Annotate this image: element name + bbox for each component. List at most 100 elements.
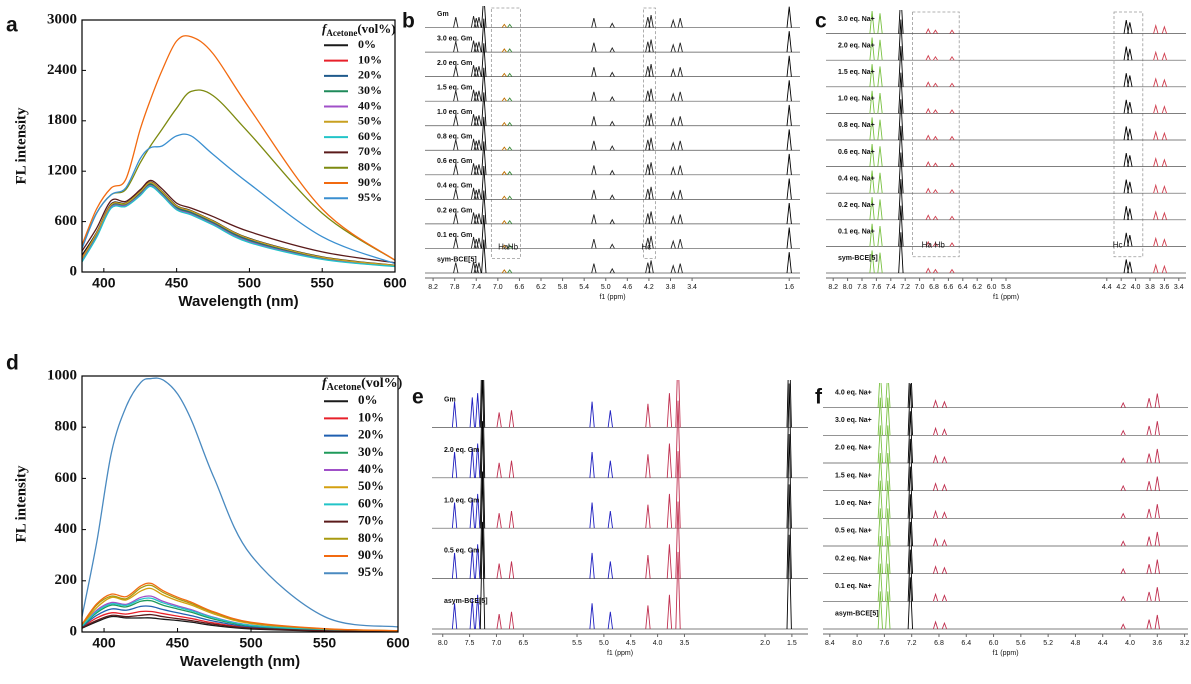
nmr-chart: b Gm 3.0 eq. Gm 2.0 eq. Gm 1.5 eq. Gm 1.0 eq.… bbox=[402, 6, 800, 301]
x-tick-label: 6.4 bbox=[961, 640, 971, 647]
peak bbox=[869, 37, 875, 61]
peak bbox=[453, 41, 459, 53]
peak bbox=[1154, 587, 1160, 602]
peak bbox=[501, 146, 507, 151]
peak bbox=[481, 165, 487, 200]
legend-label: 80% bbox=[358, 530, 384, 545]
peak bbox=[1146, 619, 1152, 630]
peak bbox=[609, 22, 615, 28]
row-label: Gm bbox=[437, 11, 449, 18]
peak bbox=[666, 493, 673, 529]
peak bbox=[1153, 263, 1159, 274]
row-label: 0.1 eq. Na+ bbox=[835, 583, 872, 590]
legend-title-subscript: Acetone bbox=[327, 382, 362, 393]
peak bbox=[1161, 78, 1168, 87]
series-line bbox=[82, 582, 398, 632]
row-label: 1.0 eq. Na+ bbox=[835, 500, 872, 507]
peak bbox=[609, 120, 615, 126]
peak bbox=[885, 480, 891, 519]
peak bbox=[476, 188, 482, 200]
peak bbox=[1123, 152, 1129, 167]
row-label: 0.1 eq. Gm bbox=[437, 232, 472, 239]
peak bbox=[1127, 181, 1133, 194]
peak bbox=[677, 263, 683, 274]
highlight-box bbox=[490, 7, 521, 259]
x-tick-label: 1.6 bbox=[784, 284, 794, 291]
row-label: 3.0 eq. Gm bbox=[437, 35, 472, 42]
legend-title-symbol: f bbox=[322, 376, 328, 391]
legend-label: 90% bbox=[358, 175, 382, 189]
x-axis-label: Wavelength (nm) bbox=[180, 653, 300, 670]
peak bbox=[869, 90, 875, 114]
peak bbox=[1127, 235, 1133, 247]
peak bbox=[786, 104, 792, 126]
peak bbox=[1146, 398, 1152, 408]
row-label: 0.6 eq. Gm bbox=[437, 158, 472, 165]
peak bbox=[941, 594, 948, 602]
peak bbox=[941, 566, 948, 574]
row-label: 2.0 eq. Na+ bbox=[835, 445, 872, 452]
peak bbox=[508, 460, 515, 478]
peak bbox=[591, 140, 597, 151]
peak bbox=[1154, 393, 1160, 408]
peak bbox=[885, 563, 891, 602]
y-tick-label: 200 bbox=[55, 572, 78, 588]
row-label: 0.8 eq. Na+ bbox=[838, 122, 875, 129]
spectra bbox=[826, 10, 1186, 274]
x-tick-label: 7.0 bbox=[915, 284, 925, 291]
x-tick-label: 8.0 bbox=[843, 284, 853, 291]
peak bbox=[1123, 73, 1129, 87]
peak bbox=[677, 238, 683, 249]
peak bbox=[907, 494, 913, 547]
peak bbox=[932, 399, 939, 408]
peak bbox=[949, 242, 955, 247]
peak bbox=[481, 239, 487, 274]
x-tick-label: 600 bbox=[383, 275, 407, 291]
peak bbox=[670, 215, 676, 225]
x-tick-label: 6.2 bbox=[972, 284, 982, 291]
series-line bbox=[82, 182, 395, 267]
peak bbox=[609, 145, 615, 151]
y-tick-label: 2400 bbox=[47, 62, 77, 78]
peak bbox=[869, 143, 875, 167]
peak bbox=[786, 6, 792, 28]
peak bbox=[481, 141, 487, 175]
row-label: 2.0 eq. Gm bbox=[437, 60, 472, 67]
series-line bbox=[82, 35, 395, 261]
peak bbox=[786, 153, 792, 175]
peak bbox=[507, 23, 513, 28]
peak bbox=[648, 260, 654, 274]
x-tick-label: 4.4 bbox=[1098, 640, 1108, 647]
peak bbox=[670, 18, 676, 28]
peak bbox=[670, 264, 676, 274]
peak bbox=[1123, 126, 1129, 141]
nmr-chart: f 4.0 eq. Na+ 3.0 eq. Na+ 2.0 eq. Na+ 1.5 eq… bbox=[815, 383, 1190, 657]
peak bbox=[589, 452, 595, 478]
x-tick-label: 4.0 bbox=[653, 640, 663, 647]
peak bbox=[476, 164, 482, 175]
peak bbox=[932, 268, 939, 274]
peak bbox=[1161, 131, 1168, 141]
peak bbox=[476, 139, 482, 151]
peak bbox=[496, 513, 502, 529]
peak bbox=[481, 116, 487, 151]
peak bbox=[591, 18, 597, 28]
peak bbox=[469, 598, 475, 630]
row-label: 0.5 eq. Gm bbox=[444, 548, 479, 555]
peak bbox=[786, 433, 792, 529]
peak bbox=[786, 55, 792, 77]
peak bbox=[591, 165, 597, 175]
peak bbox=[898, 205, 904, 247]
x-tick-label: 400 bbox=[92, 275, 116, 291]
peak bbox=[469, 447, 475, 478]
peak bbox=[941, 455, 948, 464]
peak bbox=[501, 269, 507, 274]
row-label: sym-BCE[5] bbox=[437, 256, 477, 263]
peak bbox=[949, 162, 955, 167]
series-line bbox=[82, 184, 395, 267]
x-tick-label: 8.0 bbox=[438, 640, 448, 647]
x-tick-label: 4.0 bbox=[1131, 284, 1141, 291]
x-tick-label: 3.6 bbox=[1152, 640, 1162, 647]
peak bbox=[451, 552, 458, 579]
x-tick-label: 4.4 bbox=[1102, 284, 1112, 291]
